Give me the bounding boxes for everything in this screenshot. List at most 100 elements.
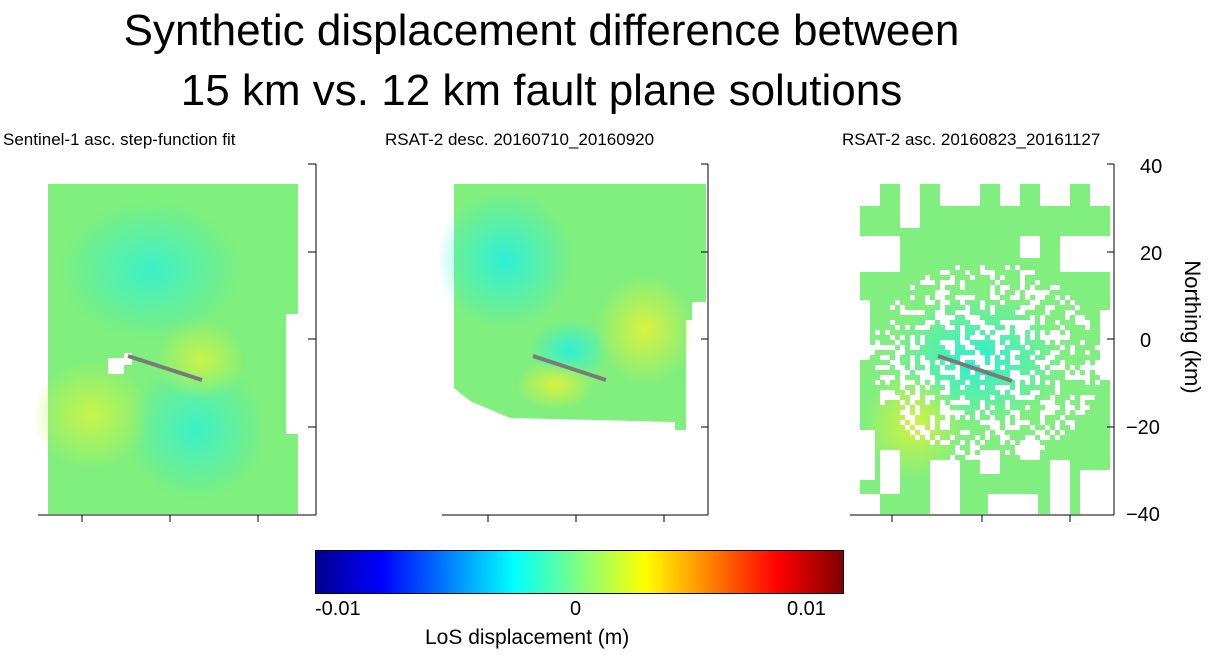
- speckle-gap: [1055, 340, 1060, 345]
- speckle-gap: [1015, 310, 1020, 315]
- speckle-gap: [880, 400, 885, 405]
- speckle-gap: [1015, 265, 1020, 270]
- speckle-gap: [1085, 395, 1090, 400]
- speckle-gap: [890, 345, 895, 350]
- speckle-gap: [1045, 290, 1050, 295]
- speckle-gap: [1040, 295, 1045, 300]
- speckle-gap: [1010, 370, 1015, 375]
- speckle-gap: [945, 370, 950, 375]
- speckle-gap: [975, 445, 980, 450]
- speckle-gap: [970, 345, 975, 350]
- speckle-gap: [1015, 410, 1020, 415]
- speckle-gap: [945, 425, 950, 430]
- speckle-gap: [1060, 415, 1065, 420]
- speckle-gap: [1040, 330, 1045, 335]
- speckle-gap: [1000, 345, 1005, 350]
- speckle-gap: [900, 375, 905, 380]
- speckle-gap: [930, 440, 935, 445]
- speckle-gap: [895, 325, 900, 330]
- speckle-gap: [945, 390, 950, 395]
- speckle-gap: [960, 410, 965, 415]
- speckle-gap: [910, 345, 915, 350]
- panel-title-rsat2-asc: RSAT-2 asc. 20160823_20161127: [842, 130, 1101, 149]
- speckle-gap: [875, 340, 880, 345]
- speckle-gap: [1005, 435, 1010, 440]
- speckle-gap: [955, 370, 960, 375]
- speckle-gap: [960, 285, 965, 290]
- speckle-gap: [935, 435, 940, 440]
- speckle-gap: [1025, 305, 1030, 310]
- speckle-gap: [910, 295, 915, 300]
- speckle-gap: [1015, 425, 1020, 430]
- speckle-gap: [960, 395, 965, 400]
- speckle-gap: [900, 305, 905, 310]
- speckle-gap: [1010, 355, 1015, 360]
- speckle-gap: [915, 310, 920, 315]
- displacement-field-sentinel1: [36, 182, 298, 514]
- speckle-gap: [930, 375, 935, 380]
- speckle-gap: [980, 265, 985, 270]
- speckle-gap: [995, 350, 1000, 355]
- speckle-gap: [925, 395, 930, 400]
- speckle-gap: [1040, 435, 1045, 440]
- panel-title-rsat2-desc: RSAT-2 desc. 20160710_20160920: [385, 130, 655, 149]
- speckle-gap: [1015, 320, 1020, 325]
- speckle-gap: [940, 310, 945, 315]
- speckle-gap: [980, 375, 985, 380]
- speckle-gap: [1010, 360, 1015, 365]
- speckle-gap: [980, 300, 985, 305]
- speckle-gap: [1055, 330, 1060, 335]
- speckle-gap: [1025, 420, 1030, 425]
- speckle-gap: [1085, 325, 1090, 330]
- speckle-gap: [925, 430, 930, 435]
- speckle-gap: [925, 400, 930, 405]
- speckle-gap: [1045, 335, 1050, 340]
- speckle-gap: [975, 415, 980, 420]
- speckle-gap: [995, 340, 1000, 345]
- speckle-gap: [905, 425, 910, 430]
- speckle-gap: [910, 310, 915, 315]
- speckle-gap: [980, 365, 985, 370]
- speckle-gap: [975, 315, 980, 320]
- y-tick-label: 40: [1140, 156, 1163, 178]
- speckle-gap: [1060, 430, 1065, 435]
- speckle-gap: [915, 370, 920, 375]
- speckle-gap: [1000, 300, 1005, 305]
- speckle-gap: [1075, 315, 1080, 320]
- speckle-gap: [940, 285, 945, 290]
- colorbar-tick-label: 0: [570, 598, 582, 620]
- speckle-gap: [890, 390, 895, 395]
- speckle-gap: [1085, 360, 1090, 365]
- speckle-gap: [1080, 410, 1085, 415]
- speckle-gap: [1045, 340, 1050, 345]
- speckle-gap: [965, 430, 970, 435]
- speckle-gap: [875, 330, 880, 335]
- speckle-gap: [1085, 320, 1090, 325]
- speckle-gap: [1070, 310, 1075, 315]
- speckle-gap: [1000, 365, 1005, 370]
- speckle-gap: [1050, 395, 1055, 400]
- speckle-gap: [1015, 325, 1020, 330]
- speckle-gap: [1005, 385, 1010, 390]
- speckle-gap: [890, 375, 895, 380]
- speckle-gap: [940, 295, 945, 300]
- speckle-gap: [955, 410, 960, 415]
- speckle-gap: [990, 270, 995, 275]
- speckle-gap: [1045, 405, 1050, 410]
- speckle-gap: [985, 330, 990, 335]
- speckle-gap: [985, 365, 990, 370]
- speckle-gap: [945, 300, 950, 305]
- speckle-gap: [1090, 395, 1095, 400]
- speckle-gap: [950, 340, 955, 345]
- speckle-gap: [965, 340, 970, 345]
- speckle-gap: [950, 275, 955, 280]
- y-tick-label: −20: [1126, 417, 1160, 439]
- speckle-gap: [1035, 360, 1040, 365]
- speckle-gap: [990, 325, 995, 330]
- speckle-gap: [1025, 375, 1030, 380]
- speckle-gap: [965, 295, 970, 300]
- speckle-gap: [955, 445, 960, 450]
- speckle-gap: [900, 370, 905, 375]
- speckle-gap: [1075, 370, 1080, 375]
- speckle-gap: [1025, 405, 1030, 410]
